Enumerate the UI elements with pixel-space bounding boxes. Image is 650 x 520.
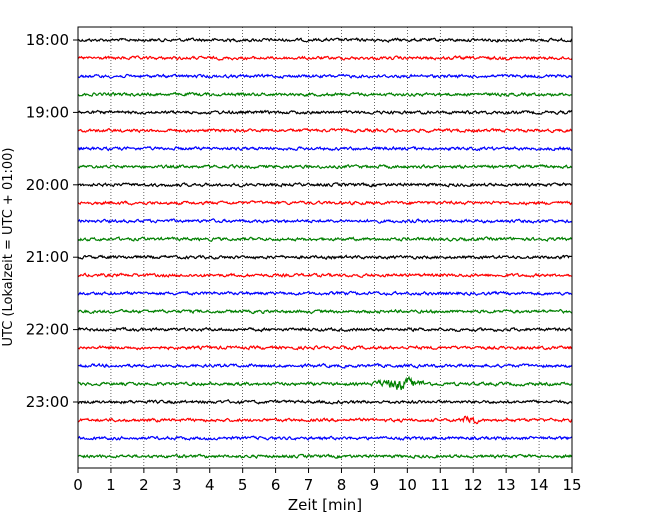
trace-1845 [77,91,573,98]
trace-2100 [77,254,573,260]
trace-2245 [77,375,573,391]
x-tick-label-15: 15 [562,476,581,494]
x-tick-label-2: 2 [139,476,149,494]
x-tick-label-13: 13 [497,476,516,494]
x-axis-title: Zeit [min] [288,496,362,514]
x-tick-label-14: 14 [530,476,549,494]
y-axis-title: UTC (Lokalzeit = UTC + 01:00) [1,148,16,347]
x-tick-label-3: 3 [172,476,182,494]
trace-2315 [77,415,573,425]
trace-2300 [77,399,573,405]
trace-2145 [77,308,573,315]
trace-1800 [77,37,573,43]
y-tick-label-1800: 18:00 [26,31,69,49]
y-tick-label-2300: 23:00 [26,393,69,411]
y-tick-label-2100: 21:00 [26,248,69,266]
trace-group [77,37,573,460]
y-axis: 18:00 19:00 20:00 21:00 22:00 23:00 [26,31,78,411]
trace-2015 [77,200,573,206]
x-tick-label-1: 1 [106,476,116,494]
trace-2215 [77,345,573,351]
x-tick-label-8: 8 [337,476,347,494]
trace-1815 [77,55,573,61]
x-tick-label-6: 6 [271,476,281,494]
x-axis: 0 1 2 3 4 5 6 7 8 9 10 11 12 13 14 15 [73,468,582,494]
trace-2045 [77,236,573,243]
x-tick-label-10: 10 [398,476,417,494]
x-tick-label-12: 12 [464,476,483,494]
y-tick-label-2000: 20:00 [26,176,69,194]
x-tick-label-4: 4 [205,476,215,494]
trace-1915 [77,127,573,134]
x-tick-label-9: 9 [370,476,380,494]
x-tick-label-11: 11 [431,476,450,494]
trace-2000 [77,182,573,188]
trace-2115 [77,272,573,278]
trace-2200 [77,326,573,333]
plot-frame [77,26,573,469]
trace-1930 [77,145,573,152]
x-tick-label-7: 7 [304,476,314,494]
trace-2345 [77,453,573,460]
trace-2030 [77,218,573,224]
trace-2230 [77,362,573,369]
x-tick-label-0: 0 [73,476,83,494]
trace-2130 [77,290,573,297]
y-tick-label-1900: 19:00 [26,103,69,121]
x-tick-label-5: 5 [238,476,248,494]
trace-1945 [77,163,573,170]
trace-1830 [77,73,573,79]
y-tick-label-2200: 22:00 [26,321,69,339]
trace-1900 [77,109,573,115]
trace-2330 [77,435,573,441]
